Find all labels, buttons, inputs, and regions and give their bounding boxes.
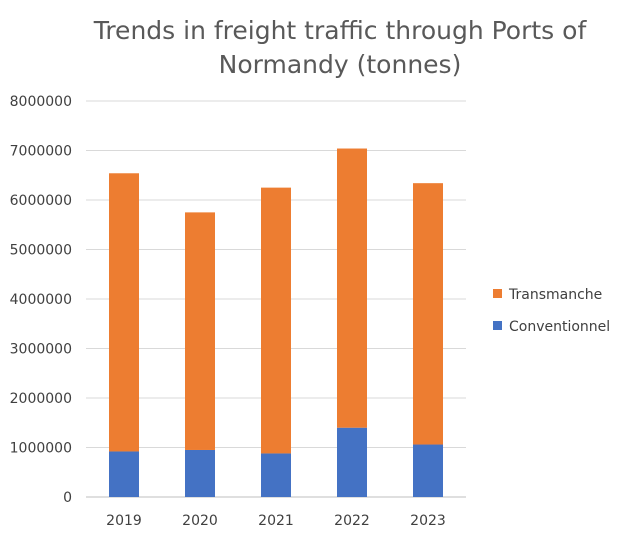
x-tick-label: 2022 [334, 513, 370, 529]
x-tick-label: 2023 [410, 513, 446, 529]
bar-conventionnel-2021 [261, 453, 291, 497]
y-tick-label: 1000000 [10, 441, 72, 457]
legend-swatch-transmanche [493, 289, 502, 298]
bar-transmanche-2019 [109, 173, 139, 452]
x-tick-label: 2020 [182, 513, 218, 529]
legend-swatch-conventionnel [493, 321, 502, 330]
bar-transmanche-2022 [337, 148, 367, 428]
y-tick-label: 3000000 [10, 342, 72, 358]
bars [109, 148, 443, 497]
legend-label-conventionnel: Conventionnel [509, 319, 610, 335]
y-tick-label: 8000000 [10, 94, 72, 110]
axis-labels: 0 1000000 2000000 3000000 4000000 5000000 6000… [10, 94, 446, 529]
y-tick-label: 0 [63, 490, 72, 506]
chart-title: Trends in freight traffic through Ports … [93, 16, 587, 79]
bar-transmanche-2020 [185, 212, 215, 450]
y-tick-label: 6000000 [10, 193, 72, 209]
bar-conventionnel-2023 [413, 444, 443, 497]
bar-conventionnel-2022 [337, 427, 367, 497]
y-tick-label: 5000000 [10, 243, 72, 259]
y-tick-label: 4000000 [10, 292, 72, 308]
y-tick-label: 2000000 [10, 391, 72, 407]
bar-transmanche-2023 [413, 183, 443, 445]
bar-transmanche-2021 [261, 187, 291, 454]
x-tick-label: 2019 [106, 513, 142, 529]
x-tick-label: 2021 [258, 513, 294, 529]
y-tick-label: 7000000 [10, 144, 72, 160]
bar-conventionnel-2020 [185, 449, 215, 497]
legend-label-transmanche: Transmanche [508, 287, 602, 303]
bar-conventionnel-2019 [109, 451, 139, 497]
legend: Transmanche Conventionnel [493, 287, 610, 335]
